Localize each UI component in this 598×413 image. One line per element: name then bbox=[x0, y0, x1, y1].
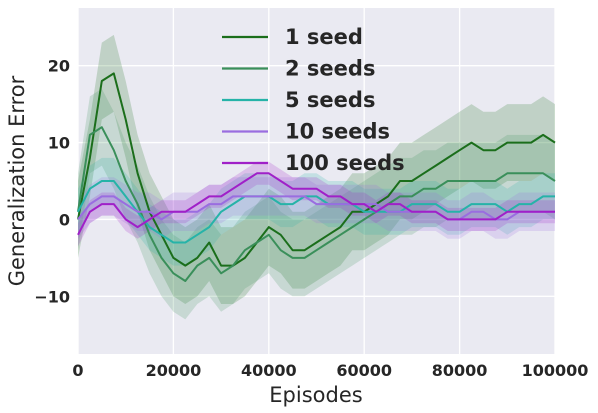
legend-label: 10 seeds bbox=[285, 120, 390, 144]
legend-label: 1 seed bbox=[285, 25, 363, 49]
band-10-seeds bbox=[78, 177, 555, 239]
band-2-seeds bbox=[78, 88, 555, 320]
band-1-seed bbox=[78, 34, 555, 305]
legend-entry: 10 seeds bbox=[222, 120, 390, 144]
legend-label: 2 seeds bbox=[285, 57, 375, 81]
x-tick-labels: 0 20000 40000 60000 80000 100000 bbox=[72, 361, 588, 380]
x-tick-label: 100000 bbox=[522, 361, 589, 380]
line-100-seeds bbox=[77, 172, 555, 236]
legend-entry: 1 seed bbox=[222, 25, 363, 49]
legend-label: 5 seeds bbox=[285, 88, 375, 112]
y-tick-label: 0 bbox=[59, 210, 70, 229]
y-tick-label: 20 bbox=[48, 57, 70, 76]
legend-entry: 100 seeds bbox=[222, 151, 405, 175]
line-5-seeds bbox=[77, 180, 555, 244]
x-tick-label: 40000 bbox=[241, 361, 297, 380]
band-100-seeds bbox=[78, 161, 555, 247]
confidence-bands bbox=[78, 34, 555, 320]
legend-entry: 2 seeds bbox=[222, 57, 375, 81]
y-tick-label: −10 bbox=[34, 287, 70, 306]
legend: 1 seed 2 seeds 5 seeds 10 seeds 100 seeds bbox=[222, 25, 405, 175]
x-tick-label: 20000 bbox=[146, 361, 202, 380]
line-10-seeds bbox=[77, 195, 555, 221]
x-axis-label: Episodes bbox=[269, 383, 362, 407]
x-tick-label: 80000 bbox=[432, 361, 488, 380]
legend-label: 100 seeds bbox=[285, 151, 405, 175]
band-5-seeds bbox=[78, 157, 555, 266]
y-tick-labels: −10 0 10 20 bbox=[34, 57, 70, 307]
x-tick-label: 0 bbox=[72, 361, 83, 380]
series-lines bbox=[77, 72, 556, 282]
x-tick-label: 60000 bbox=[336, 361, 392, 380]
y-tick-label: 10 bbox=[48, 134, 70, 153]
y-axis-label: Generalization Error bbox=[5, 75, 29, 286]
line-1-seed bbox=[77, 72, 556, 267]
legend-entry: 5 seeds bbox=[222, 88, 375, 112]
line-2-seeds bbox=[77, 126, 556, 282]
